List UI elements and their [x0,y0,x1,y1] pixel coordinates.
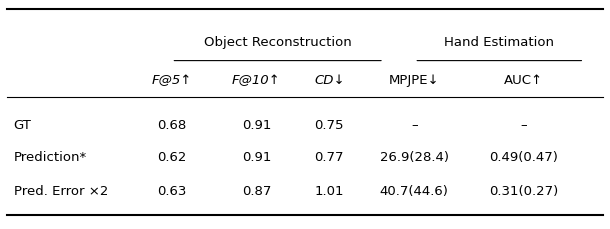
Text: 40.7(44.6): 40.7(44.6) [380,184,449,197]
Text: GT: GT [13,118,31,131]
Text: 0.91: 0.91 [242,118,271,131]
Text: F@5↑: F@5↑ [151,74,192,87]
Text: Pred. Error ×2: Pred. Error ×2 [13,184,108,197]
Text: CD↓: CD↓ [314,74,345,87]
Text: 0.75: 0.75 [315,118,344,131]
Text: Prediction*: Prediction* [13,150,87,163]
Text: 0.87: 0.87 [242,184,271,197]
Text: MPJPE↓: MPJPE↓ [389,74,440,87]
Text: 26.9(28.4): 26.9(28.4) [380,150,449,163]
Text: AUC↑: AUC↑ [504,74,543,87]
Text: 0.62: 0.62 [157,150,186,163]
Text: 0.91: 0.91 [242,150,271,163]
Text: 1.01: 1.01 [315,184,344,197]
Text: 0.77: 0.77 [315,150,344,163]
Text: –: – [411,118,418,131]
Text: 0.49(0.47): 0.49(0.47) [489,150,558,163]
Text: 0.63: 0.63 [157,184,186,197]
Text: F@10↑: F@10↑ [232,74,281,87]
Text: Hand Estimation: Hand Estimation [444,36,554,49]
Text: –: – [520,118,527,131]
Text: Object Reconstruction: Object Reconstruction [204,36,351,49]
Text: 0.68: 0.68 [157,118,186,131]
Text: 0.31(0.27): 0.31(0.27) [489,184,558,197]
